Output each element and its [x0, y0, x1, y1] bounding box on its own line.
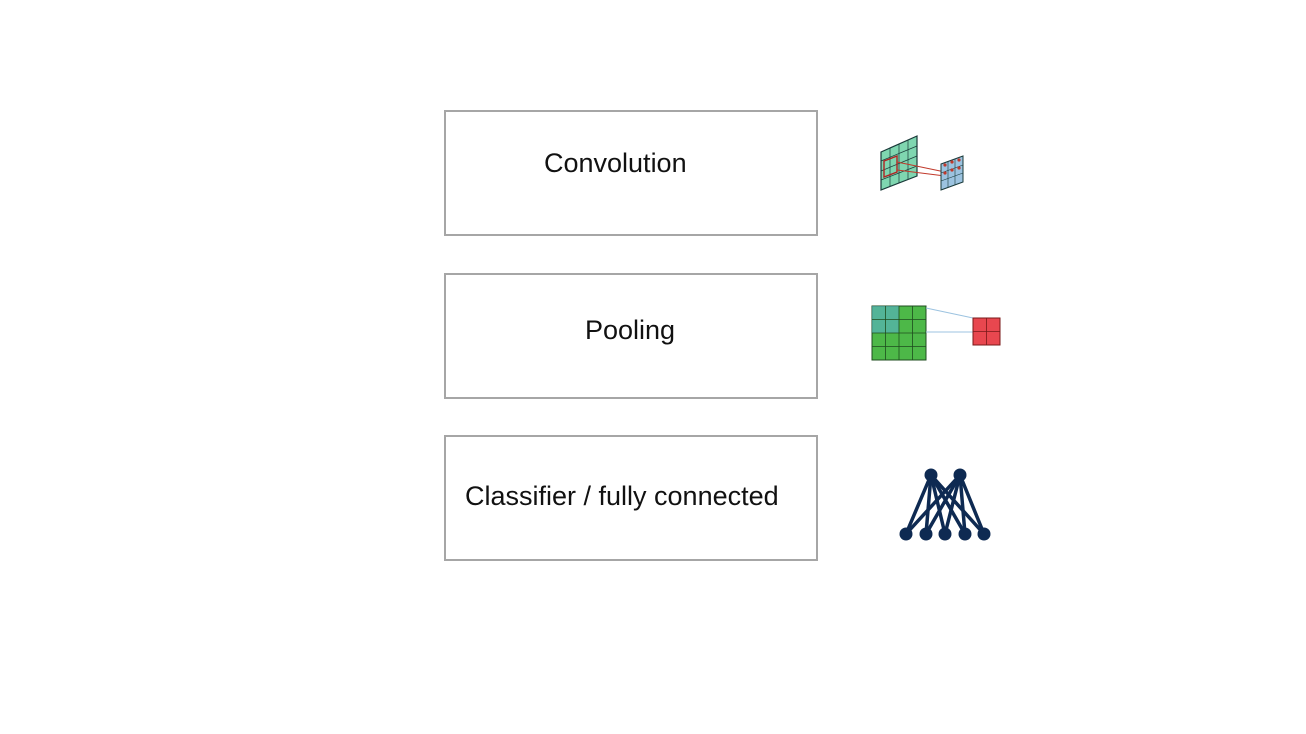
convolution-label: Convolution — [544, 148, 687, 178]
pooling-label: Pooling — [585, 315, 676, 345]
neural-network-icon — [899, 468, 991, 541]
classifier-box: Classifier / fully connected — [444, 435, 818, 561]
convolution-box: Convolution — [444, 110, 818, 236]
classifier-label: Classifier / fully connected — [465, 481, 779, 511]
pooling-icon — [871, 305, 1001, 361]
convolution-icon — [880, 135, 964, 191]
pooling-box: Pooling — [444, 273, 818, 399]
